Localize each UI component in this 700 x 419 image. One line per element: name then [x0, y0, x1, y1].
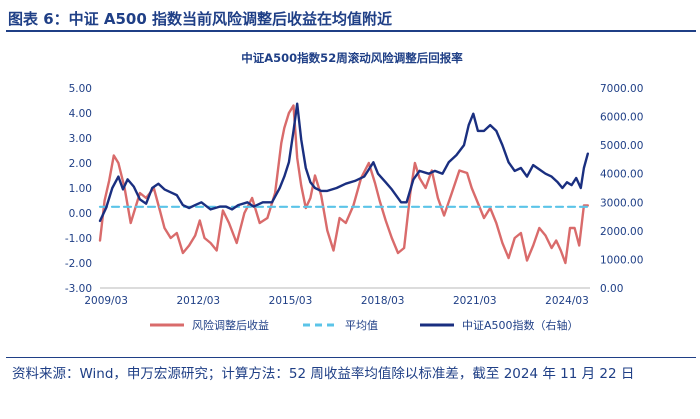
series-layer	[98, 102, 589, 265]
y-left-tick-label: 2.00	[69, 158, 92, 170]
chart-title: 中证A500指数52周滚动风险调整后回报率	[241, 51, 463, 65]
y-left-tick-label: 1.00	[69, 183, 92, 195]
y-right-tick-label: 6000.00	[600, 112, 643, 124]
x-tick-label: 2009/03	[84, 295, 128, 307]
x-tick-label: 2021/03	[453, 295, 497, 307]
legend-label: 风险调整后收益	[192, 318, 269, 332]
figure-title: 图表 6：中证 A500 指数当前风险调整后收益在均值附近	[8, 10, 393, 28]
x-tick-label: 2012/03	[176, 295, 220, 307]
source-note: 资料来源：Wind，申万宏源研究；计算方法：52 周收益率均值除以标准差，截至 …	[12, 366, 635, 382]
y-left-tick-label: -3.00	[65, 283, 92, 295]
x-tick-label: 2015/03	[269, 295, 313, 307]
y-right-tick-label: 7000.00	[600, 83, 643, 95]
axes-layer: -3.00 -2.00 -1.00 0.00 1.00 2.00 3.00 4.00 5.00 0…	[65, 83, 644, 307]
y-left-tick-label: 4.00	[69, 108, 92, 120]
legend-label: 平均值	[345, 319, 378, 332]
series-line-0	[98, 104, 589, 265]
legend-label: 中证A500指数（右轴）	[462, 318, 579, 332]
y-right-tick-label: 1000.00	[600, 254, 643, 266]
figure-header: 图表 6：中证 A500 指数当前风险调整后收益在均值附近	[6, 6, 696, 32]
chart: 中证A500指数52周滚动风险调整后回报率 -3.00 -2.00 -1.00 0.0…	[65, 51, 644, 332]
series-line-2	[98, 102, 589, 223]
y-left-tick-label: -1.00	[65, 233, 92, 245]
y-right-tick-label: 2000.00	[600, 226, 643, 238]
y-left-tick-label: -2.00	[65, 258, 92, 270]
y-right-tick-label: 4000.00	[600, 169, 643, 181]
y-left-tick-label: 5.00	[69, 83, 92, 95]
y-right-tick-label: 3000.00	[600, 197, 643, 209]
y-left-tick-label: 0.00	[69, 208, 92, 220]
y-right-tick-label: 5000.00	[600, 140, 643, 152]
y-left-tick-label: 3.00	[69, 133, 92, 145]
legend: 风险调整后收益 平均值 中证A500指数（右轴）	[150, 318, 579, 332]
x-tick-label: 2018/03	[361, 295, 405, 307]
y-right-tick-label: 0.00	[600, 283, 623, 295]
x-tick-label: 2024/03	[545, 295, 589, 307]
source-divider	[6, 357, 696, 358]
